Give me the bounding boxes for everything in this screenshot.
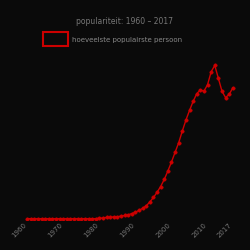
- Text: hoeveelste populairste persoon: hoeveelste populairste persoon: [72, 37, 182, 43]
- Text: populariteit: 1960 – 2017: populariteit: 1960 – 2017: [76, 18, 174, 26]
